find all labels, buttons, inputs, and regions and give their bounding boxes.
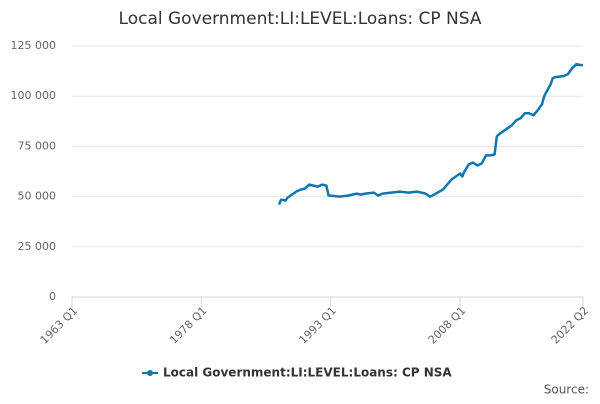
y-tick-label: 50 000 — [18, 190, 57, 203]
y-tick-label: 125 000 — [11, 39, 57, 52]
x-tick-label: 1978 Q1 — [167, 304, 210, 347]
legend-marker — [147, 370, 153, 376]
y-tick-label: 25 000 — [18, 240, 57, 253]
y-tick-label: 0 — [49, 290, 56, 303]
chart-title: Local Government:LI:LEVEL:Loans: CP NSA — [119, 9, 482, 29]
legend-label: Local Government:LI:LEVEL:Loans: CP NSA — [163, 366, 452, 380]
x-tick-label: 2022 Q2 — [549, 304, 592, 347]
x-tick-label: 2008 Q1 — [426, 304, 469, 347]
y-tick-label: 75 000 — [18, 139, 57, 152]
x-tick-label: 1993 Q1 — [296, 304, 339, 347]
data-line — [277, 62, 583, 206]
y-tick-label: 100 000 — [11, 89, 57, 102]
source: Source: — [544, 383, 589, 397]
x-tick-label: 1963 Q1 — [38, 304, 81, 347]
